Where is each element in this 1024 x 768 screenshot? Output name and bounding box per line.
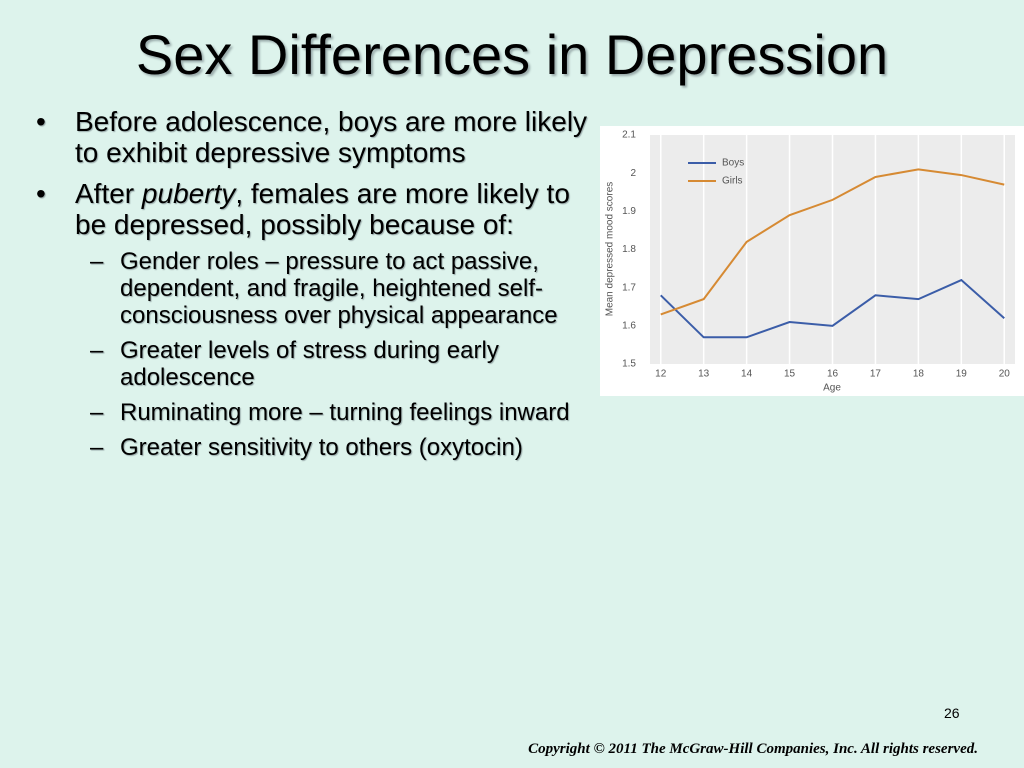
bullet-list: Before adolescence, boys are more likely… xyxy=(30,106,590,471)
series-line xyxy=(660,278,1005,339)
sub-bullet: Greater sensitivity to others (oxytocin) xyxy=(75,434,590,461)
x-tick-label: 16 xyxy=(827,369,839,380)
page-number: 26 xyxy=(944,705,960,721)
y-tick-label: 1.6 xyxy=(622,320,636,331)
bullet: Before adolescence, boys are more likely… xyxy=(30,106,590,168)
y-tick-label: 1.8 xyxy=(622,244,636,255)
bullet-emphasis: puberty xyxy=(141,178,236,209)
sub-bullet-list: Gender roles – pressure to act passive, … xyxy=(75,248,590,461)
bullet-text: Before adolescence, boys are more likely… xyxy=(75,106,588,168)
series-line xyxy=(660,168,1005,316)
sub-bullet: Ruminating more – turning feelings inwar… xyxy=(75,399,590,426)
slide-title: Sex Differences in Depression xyxy=(135,23,889,86)
x-tick-label: 12 xyxy=(655,369,667,380)
copyright: Copyright © 2011 The McGraw-Hill Compani… xyxy=(528,741,978,757)
x-tick-label: 20 xyxy=(999,369,1011,380)
y-tick-label: 2 xyxy=(630,168,636,179)
x-axis-label: Age xyxy=(823,383,841,394)
bullet: After puberty, females are more likely t… xyxy=(30,178,590,461)
x-tick-label: 15 xyxy=(784,369,796,380)
y-tick-label: 1.5 xyxy=(622,359,636,370)
y-tick-label: 2.1 xyxy=(622,130,636,141)
y-tick-label: 1.7 xyxy=(622,282,636,293)
bullet-text: After xyxy=(75,178,142,209)
chart: Age Mean depressed mood scores 1.5 1.6 1.7… xyxy=(600,126,1024,396)
legend-label: Boys xyxy=(722,158,744,169)
x-tick-label: 19 xyxy=(956,369,968,380)
x-tick-label: 14 xyxy=(741,369,753,380)
x-tick-label: 17 xyxy=(870,369,882,380)
sub-bullet: Greater levels of stress during early ad… xyxy=(75,337,590,391)
y-axis-label: Mean depressed mood scores xyxy=(605,182,616,317)
bullet-text: , females are more likely to be depresse… xyxy=(75,178,570,240)
x-tick-label: 13 xyxy=(698,369,710,380)
sub-bullet: Gender roles – pressure to act passive, … xyxy=(75,248,590,329)
x-tick-label: 18 xyxy=(913,369,925,380)
y-tick-label: 1.9 xyxy=(622,206,636,217)
legend-label: Girls xyxy=(722,176,743,187)
